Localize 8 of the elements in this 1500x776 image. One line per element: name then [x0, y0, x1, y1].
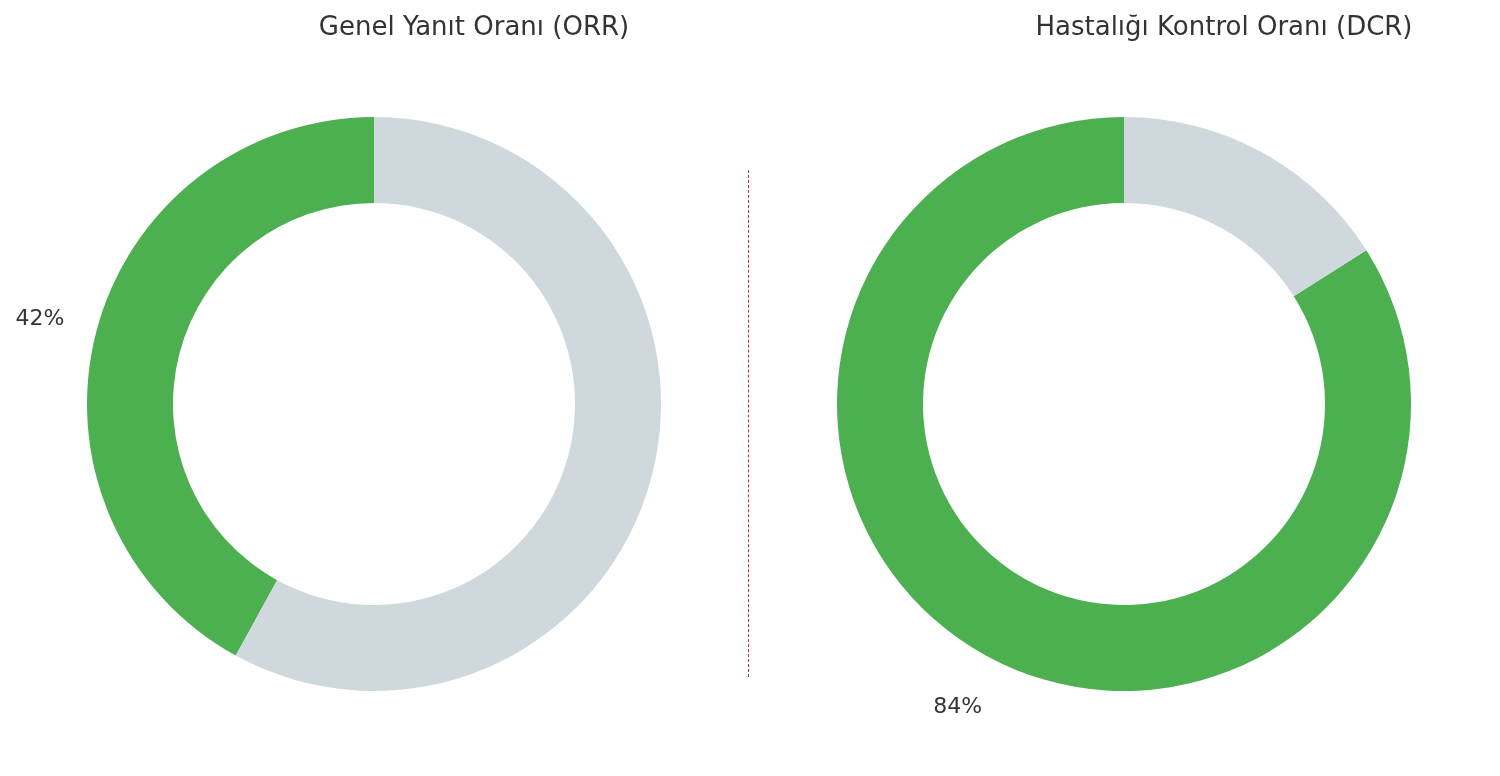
chart-title: Hastalığı Kontrol Oranı (DCR): [1035, 11, 1413, 41]
donut-slice: [87, 117, 374, 656]
data-label: 84%: [933, 693, 983, 719]
chart-title: Genel Yanıt Oranı (ORR): [318, 11, 630, 41]
donut-slice: [235, 117, 661, 691]
data-label: 42%: [15, 305, 65, 331]
donut-slice: [1124, 117, 1367, 297]
donut-slice: [837, 117, 1411, 691]
